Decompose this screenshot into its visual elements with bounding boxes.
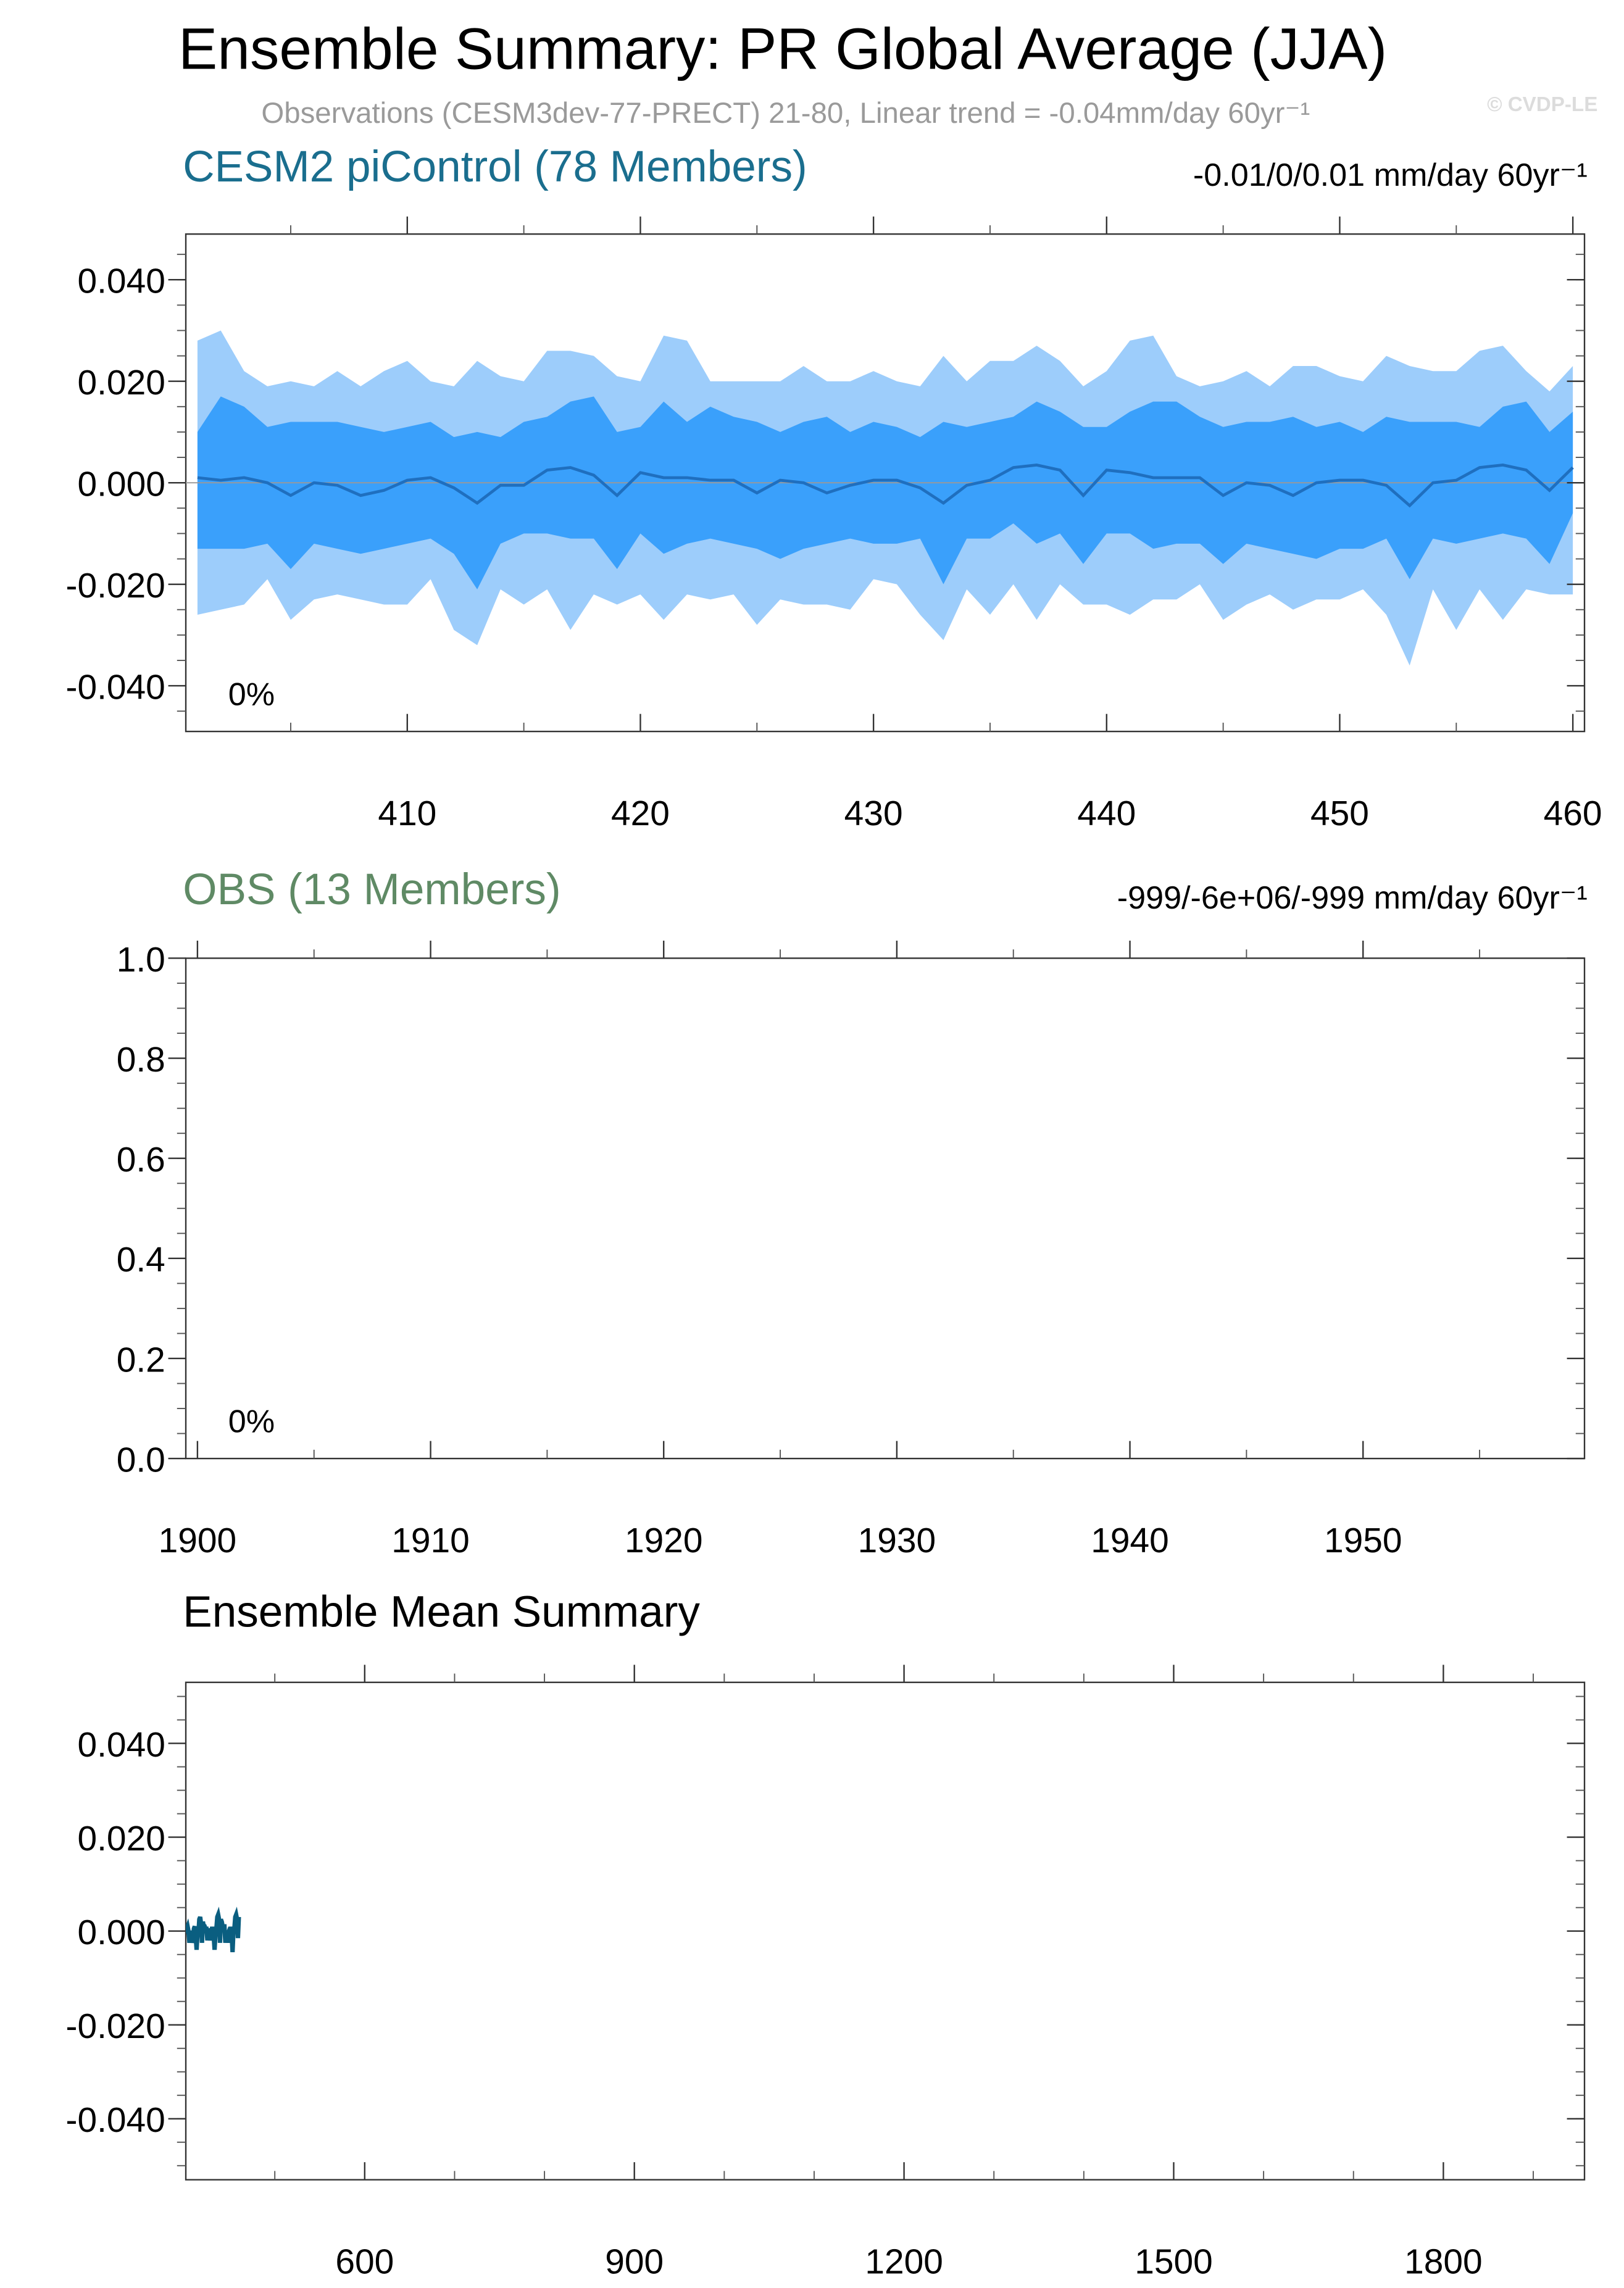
x-tick-label: 460 [1544, 794, 1602, 833]
x-tick-label: 1950 [1324, 1521, 1402, 1560]
y-tick-label: 0.8 [117, 1041, 165, 1080]
spread-band [197, 396, 1573, 589]
y-tick-label: 0.2 [117, 1341, 165, 1379]
x-tick-label: 420 [611, 794, 670, 833]
x-tick-label: 600 [335, 2242, 394, 2281]
x-tick-label: 1500 [1135, 2242, 1213, 2281]
page-title: Ensemble Summary: PR Global Average (JJA… [178, 16, 1387, 81]
x-tick-label: 1910 [391, 1521, 470, 1560]
panel-title: CESM2 piControl (78 Members) [183, 143, 807, 191]
plot-frame [185, 1681, 1586, 2181]
x-tick-label: 1200 [865, 2242, 943, 2281]
y-tick-label: 0.000 [78, 1913, 165, 1952]
x-tick-label: 450 [1310, 794, 1369, 833]
x-tick-label: 430 [844, 794, 903, 833]
y-tick-label: -0.040 [66, 668, 165, 707]
annotation: 0% [228, 1404, 275, 1439]
y-tick-label: 0.0 [117, 1441, 165, 1479]
annotation: 0% [228, 676, 275, 712]
y-tick-label: -0.020 [66, 2007, 165, 2046]
panel-trend: -0.01/0/0.01 mm/day 60yr⁻¹ [1193, 157, 1588, 193]
mean-line [197, 463, 1574, 508]
y-tick-label: 1.0 [117, 941, 165, 980]
x-tick-label: 1940 [1091, 1521, 1169, 1560]
y-tick-label: 0.000 [78, 465, 165, 504]
mean-line [186, 1907, 241, 1953]
y-tick-label: 0.020 [78, 1820, 165, 1858]
x-tick-label: 1800 [1404, 2242, 1483, 2281]
x-tick-label: 1930 [858, 1521, 936, 1560]
panel-title: OBS (13 Members) [183, 865, 560, 914]
y-tick-label: 0.6 [117, 1141, 165, 1179]
x-tick-label: 440 [1077, 794, 1136, 833]
y-tick-label: 0.040 [78, 262, 165, 301]
page-subtitle: Observations (CESM3dev-77-PRECT) 21-80, … [261, 97, 1310, 130]
y-tick-label: 0.040 [78, 1726, 165, 1765]
y-tick-label: 0.4 [117, 1241, 165, 1279]
x-tick-label: 410 [378, 794, 436, 833]
x-tick-label: 1920 [625, 1521, 703, 1560]
plot-frame [185, 957, 1586, 1460]
x-tick-label: 1900 [159, 1521, 237, 1560]
y-tick-label: -0.040 [66, 2101, 165, 2140]
panel-trend: -999/-6e+06/-999 mm/day 60yr⁻¹ [1117, 880, 1588, 916]
credit: © CVDP-LE [1487, 93, 1597, 116]
y-tick-label: 0.020 [78, 364, 165, 402]
x-tick-label: 900 [605, 2242, 664, 2281]
panel-title: Ensemble Mean Summary [183, 1588, 700, 1637]
y-tick-label: -0.020 [66, 567, 165, 605]
